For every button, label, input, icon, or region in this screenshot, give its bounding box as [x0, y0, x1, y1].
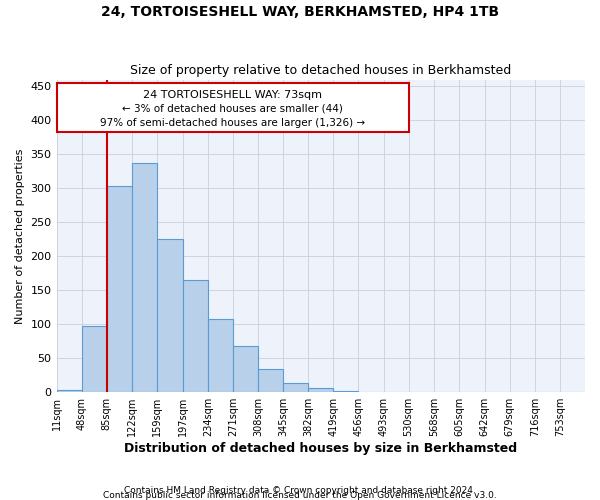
Text: 24 TORTOISESHELL WAY: 73sqm: 24 TORTOISESHELL WAY: 73sqm	[143, 90, 322, 100]
Text: ← 3% of detached houses are smaller (44): ← 3% of detached houses are smaller (44)	[122, 104, 343, 114]
Text: Contains public sector information licensed under the Open Government Licence v3: Contains public sector information licen…	[103, 491, 497, 500]
Title: Size of property relative to detached houses in Berkhamsted: Size of property relative to detached ho…	[130, 64, 511, 77]
Bar	[132, 163, 157, 392]
Text: 97% of semi-detached houses are larger (1,326) →: 97% of semi-detached houses are larger (…	[100, 118, 365, 128]
Text: 24, TORTOISESHELL WAY, BERKHAMSTED, HP4 1TB: 24, TORTOISESHELL WAY, BERKHAMSTED, HP4 …	[101, 5, 499, 19]
X-axis label: Distribution of detached houses by size in Berkhamsted: Distribution of detached houses by size …	[124, 442, 517, 455]
Bar	[258, 369, 283, 392]
Bar	[157, 240, 183, 392]
Bar	[233, 346, 258, 392]
Bar	[308, 388, 334, 392]
Bar	[283, 384, 308, 392]
Bar	[82, 326, 107, 392]
Bar	[183, 280, 208, 392]
Bar	[56, 390, 82, 392]
Bar	[208, 319, 233, 392]
Bar	[334, 391, 358, 392]
FancyBboxPatch shape	[56, 83, 409, 132]
Y-axis label: Number of detached properties: Number of detached properties	[15, 148, 25, 324]
Bar	[107, 186, 132, 392]
Text: Contains HM Land Registry data © Crown copyright and database right 2024.: Contains HM Land Registry data © Crown c…	[124, 486, 476, 495]
